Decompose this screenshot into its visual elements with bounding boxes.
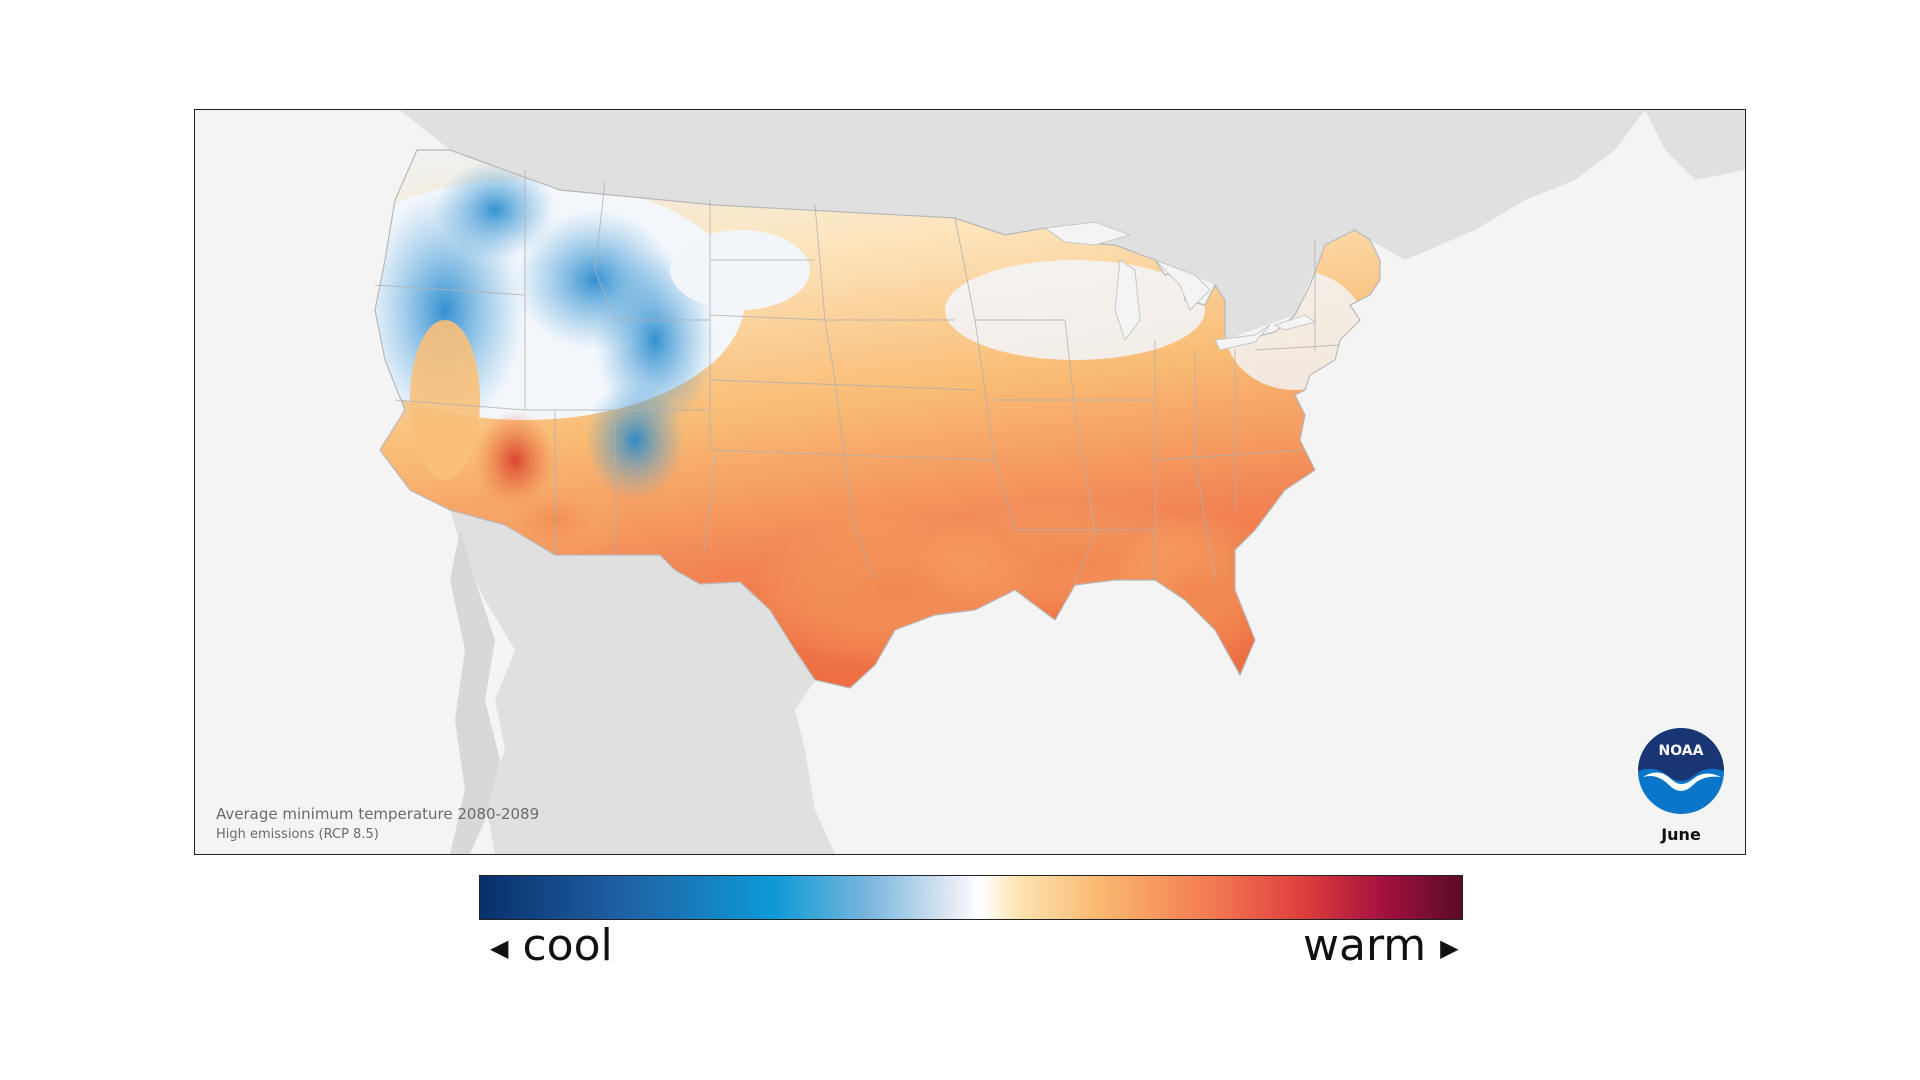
color-scale-bar (479, 875, 1463, 920)
legend-warm: warm ▶ (1303, 916, 1459, 978)
month-label: June (1661, 825, 1701, 844)
state-boundaries (374, 170, 1341, 586)
triangle-left-icon: ◀ (490, 934, 509, 962)
legend-cool-label: cool (522, 920, 613, 971)
great-lakes (1043, 221, 1317, 351)
map-panel: Average minimum temperature 2080-2089 Hi… (194, 109, 1746, 855)
us-temperature-map (374, 110, 1745, 854)
noaa-logo-icon: NOAA (1638, 728, 1724, 814)
caption-subtitle: High emissions (RCP 8.5) (216, 827, 379, 842)
us-outline (374, 149, 1381, 689)
triangle-right-icon: ▶ (1440, 934, 1459, 962)
noaa-logo-text: NOAA (1659, 743, 1704, 759)
legend-cool: ◀ cool (490, 916, 613, 978)
caption-title: Average minimum temperature 2080-2089 (216, 805, 540, 823)
surrounding-land (400, 110, 1745, 854)
legend-warm-label: warm (1303, 920, 1427, 971)
